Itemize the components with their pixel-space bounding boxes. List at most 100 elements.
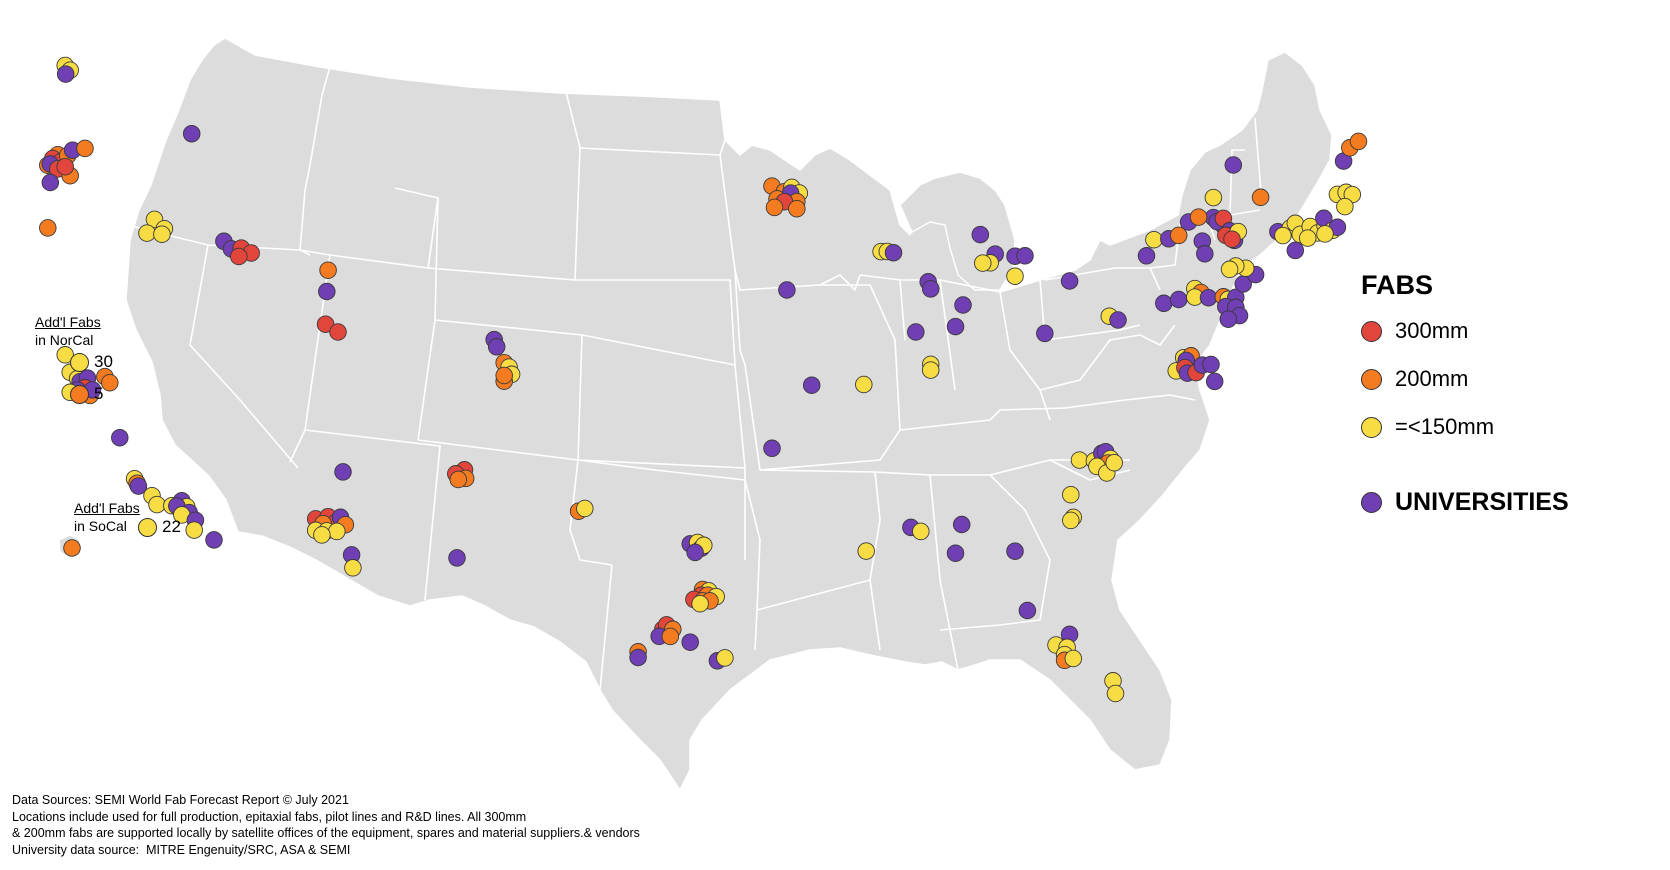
fab-200mm-marker	[39, 219, 57, 237]
fab-150mm-marker	[1220, 260, 1239, 279]
university-marker	[778, 281, 796, 299]
fab-200mm-marker	[449, 470, 468, 489]
university-marker	[1219, 310, 1238, 328]
legend-item-300mm: 300mm	[1361, 318, 1468, 344]
university-marker	[1224, 156, 1243, 174]
university-marker	[1036, 324, 1054, 343]
university-marker	[802, 376, 821, 394]
fab-200mm-marker	[1251, 188, 1270, 207]
fab-200mm-marker	[1189, 208, 1208, 226]
university-marker	[129, 477, 148, 495]
fab-150mm-icon	[70, 352, 89, 372]
university-marker	[205, 531, 223, 549]
fab-150mm-marker	[974, 254, 992, 272]
university-marker	[952, 515, 971, 534]
socal-inset-label: Add'l Fabs in SoCal	[74, 499, 140, 535]
university-marker	[487, 338, 506, 356]
university-marker	[921, 280, 940, 298]
fab-300mm-marker	[329, 323, 347, 341]
data-sources-note: Data Sources: SEMI World Fab Forecast Re…	[12, 792, 640, 858]
inset-markers	[63, 539, 81, 557]
norcal-inset-label: Add'l Fabs in NorCal	[35, 313, 101, 349]
norcal-label-line1: Add'l Fabs	[35, 314, 101, 330]
norcal-yellow-row: 30	[70, 352, 113, 372]
socal-yellow-row: 22	[138, 517, 181, 537]
university-marker	[946, 317, 965, 336]
fab-150mm-marker	[576, 499, 594, 518]
state-borders	[127, 66, 1263, 691]
university-marker	[907, 323, 925, 341]
fab-200mm-marker	[76, 139, 94, 158]
fab-150mm-marker	[138, 224, 156, 242]
fab-150mm-marker	[148, 495, 166, 514]
legend-label-200mm: 200mm	[1395, 366, 1469, 391]
fab-150mm-marker	[912, 522, 930, 541]
university-marker	[1155, 294, 1173, 313]
fab-200mm-marker	[765, 198, 784, 217]
land-layer	[58, 37, 1333, 791]
fab-200mm-marker	[1169, 226, 1188, 245]
socal-label-line1: Add'l Fabs	[74, 500, 140, 516]
university-marker	[448, 549, 466, 567]
fab-150mm-marker	[921, 361, 940, 379]
university-marker	[971, 225, 990, 244]
legend-item-200mm: 200mm	[1361, 366, 1468, 392]
fab-150mm-marker	[344, 559, 362, 577]
socal-label-line2: in SoCal	[74, 518, 127, 534]
fab-300mm-marker	[56, 157, 74, 176]
fab-300mm-marker	[1223, 230, 1241, 248]
university-marker	[884, 243, 903, 262]
fab-150mm-marker	[1274, 226, 1292, 245]
norcal-label-line2: in NorCal	[35, 332, 94, 348]
fab-150mm-marker	[1062, 511, 1080, 530]
university-marker	[763, 439, 781, 458]
fab-300mm-marker	[316, 315, 335, 333]
marker-layer	[39, 56, 1368, 703]
fab-150mm-marker	[1204, 188, 1223, 207]
legend-item-universities: UNIVERSITIES	[1361, 488, 1569, 517]
fab-200mm-marker-hawaii	[63, 539, 81, 557]
fab-200mm-icon	[70, 384, 89, 404]
legend-label-150mm: =<150mm	[1395, 414, 1495, 439]
norcal-orange-count: 5	[94, 384, 104, 403]
legend-item-150mm: =<150mm	[1361, 414, 1494, 440]
fab-150mm-marker	[313, 526, 331, 544]
university-marker	[1137, 247, 1156, 265]
sources-line-2: Locations include used for full producti…	[12, 809, 527, 824]
fab-150mm-icon	[138, 517, 157, 537]
university-marker	[1196, 245, 1214, 263]
university-marker	[1169, 290, 1188, 309]
legend-label-universities: UNIVERSITIES	[1395, 488, 1569, 516]
fab-150mm-marker	[1105, 453, 1123, 472]
university-marker	[1016, 247, 1034, 265]
university-marker	[1018, 601, 1037, 620]
university-marker	[1286, 241, 1305, 260]
fab-200mm-marker	[319, 261, 337, 279]
sources-line-4: University data source: MITRE Engenuity/…	[12, 842, 351, 857]
university-marker	[334, 463, 352, 481]
socal-yellow-count: 22	[162, 517, 181, 536]
university-marker	[56, 65, 75, 83]
sources-line-3: & 200mm fabs are supported locally by sa…	[12, 826, 640, 840]
university-marker	[1060, 272, 1079, 290]
university-icon	[1361, 492, 1382, 513]
university-marker	[946, 544, 965, 562]
fab-300mm-icon	[1361, 320, 1382, 342]
fab-200mm-marker	[495, 366, 513, 385]
fab-150mm-marker	[1336, 197, 1354, 216]
university-marker	[182, 124, 201, 143]
university-marker	[1006, 542, 1024, 560]
fab-150mm-marker	[153, 225, 171, 243]
fab-150mm-marker	[716, 649, 734, 667]
university-marker	[629, 648, 647, 667]
fab-150mm-marker	[1070, 451, 1089, 469]
fab-150mm-marker	[857, 542, 875, 560]
university-marker	[1205, 372, 1224, 391]
university-marker	[318, 282, 336, 301]
legend-label-300mm: 300mm	[1395, 318, 1469, 343]
fab-150mm-marker	[1316, 225, 1334, 243]
fab-150mm-marker	[855, 375, 873, 394]
university-marker	[954, 296, 972, 314]
fab-150mm-marker	[1062, 485, 1080, 504]
